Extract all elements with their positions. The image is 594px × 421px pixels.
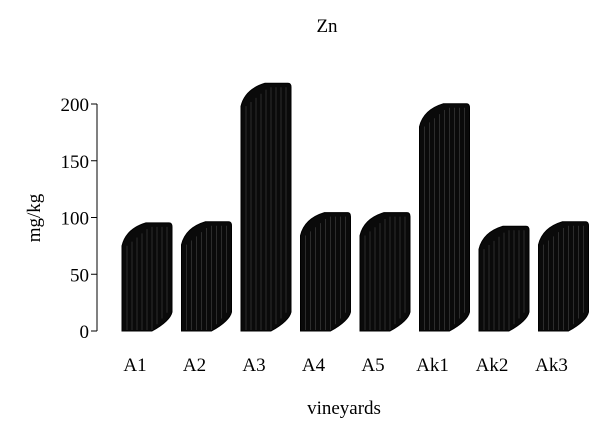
- y-tick-label: 150: [61, 152, 90, 173]
- x-tick-label: A4: [302, 355, 326, 376]
- bar-A1: [121, 222, 173, 332]
- x-tick-label: Ak2: [476, 355, 509, 376]
- bars-group: [121, 82, 589, 332]
- bar-Ak3: [538, 221, 589, 332]
- x-axis-label: vineyards: [307, 398, 381, 419]
- y-axis: 0 50 100 150 200: [61, 95, 98, 343]
- chart-title: Zn: [316, 16, 338, 37]
- x-tick-label: Ak3: [535, 355, 568, 376]
- x-tick-label: Ak1: [416, 355, 449, 376]
- x-tick-labels: A1 A2 A3 A4 A5 Ak1 Ak2 Ak3: [123, 355, 567, 376]
- bar-A2: [181, 221, 232, 332]
- bar-A4: [300, 212, 351, 332]
- y-axis-label: mg/kg: [24, 193, 45, 242]
- x-tick-label: A5: [361, 355, 384, 376]
- bar-Ak1: [419, 103, 470, 332]
- x-tick-label: A3: [242, 355, 265, 376]
- bar-Ak2: [478, 225, 530, 332]
- bar-A3: [240, 82, 292, 332]
- y-tick-label: 0: [80, 322, 90, 343]
- x-tick-label: A1: [123, 355, 146, 376]
- y-tick-label: 200: [61, 95, 90, 116]
- y-tick-label: 50: [70, 265, 89, 286]
- y-tick-label: 100: [61, 209, 90, 230]
- bar-A5: [359, 212, 411, 332]
- x-tick-label: A2: [183, 355, 206, 376]
